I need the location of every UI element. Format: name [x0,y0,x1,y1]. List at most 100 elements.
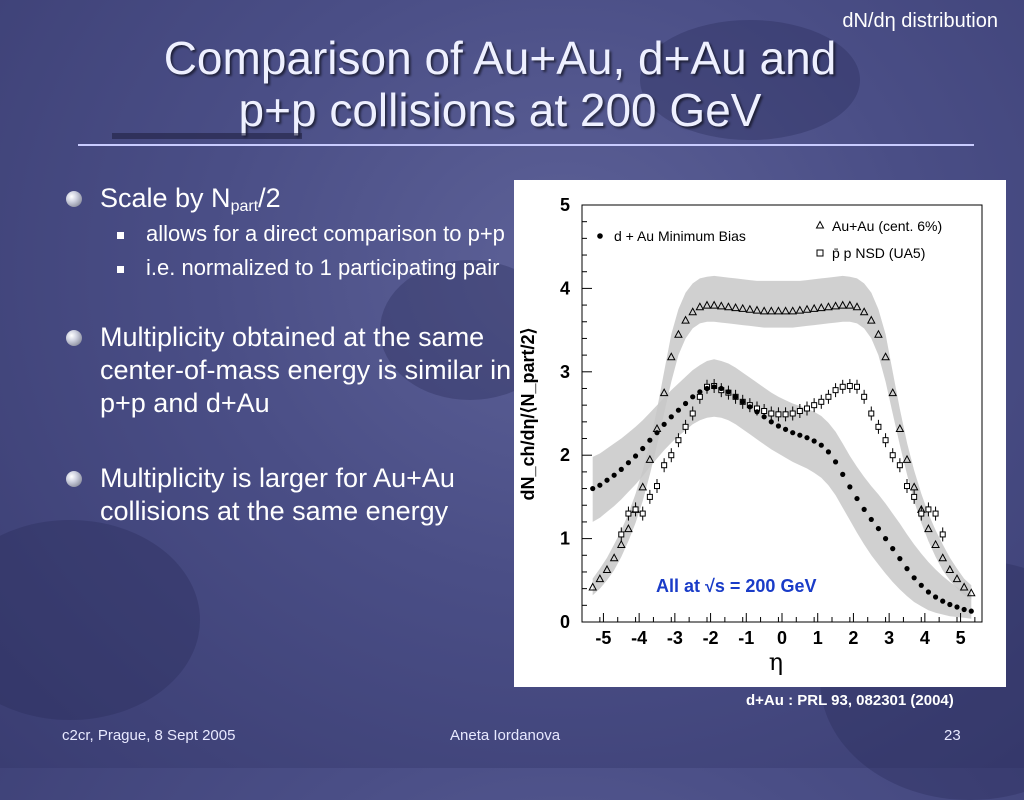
y-tick-label: 3 [560,362,570,382]
auau-point [595,574,605,583]
bullet-subscript: part [230,198,259,215]
dau-point [868,516,874,523]
pp-point [825,393,832,400]
dndeta-chart: -5 -4 -3 -2 -1 0 1 2 3 4 5 0 1 2 3 4 5 η dN_ch/dη/⟨N_part/… [518,195,983,676]
auau-point [752,305,762,314]
dau-point [661,421,667,427]
pp-point [861,393,868,400]
dau-point [711,384,717,390]
x-tick-label: 4 [920,628,930,648]
y-axis-label: dN_ch/dη/⟨N_part/2⟩ [518,327,538,500]
bullet-sphere-icon [66,191,82,207]
auau-point [681,315,690,324]
legend-square-icon [816,249,824,257]
legend-dau: d + Au Minimum Bias [614,228,746,244]
pp-point [925,506,932,513]
dau-point [897,556,903,562]
auau-point [774,306,783,315]
x-tick-label: -2 [703,628,719,648]
dau-point [761,414,767,420]
dau-point [668,414,674,420]
auau-point [788,306,798,315]
dau-point [740,399,746,405]
pp-point [668,452,675,459]
auau-point [852,302,862,311]
auau-point [624,524,633,533]
pp-point [918,510,925,517]
auau-point [602,564,612,573]
pp-point [646,493,653,500]
dau-point [968,608,974,614]
sub-bullet-1: allows for a direct comparison to p+p [62,221,512,247]
dau-point [625,460,632,466]
dau-point [690,394,696,400]
dau-point [904,566,910,572]
dau-point [682,400,689,407]
pp-point [639,510,646,517]
auau-point [838,300,848,309]
auau-point [888,388,898,397]
dau-point [647,437,653,443]
legend-pp: p̄ p NSD (UA5) [832,245,925,261]
reference: d+Au : PRL 93, 082301 (2004) [746,692,954,709]
pp-point [846,382,853,389]
dau-point [654,430,660,436]
chart-annotation: All at √s = 200 GeV [656,576,816,596]
dau-point [597,482,603,488]
auau-point [824,302,833,311]
x-tick-label: -3 [667,628,683,648]
auau-point [831,301,840,310]
x-tick-label: 5 [956,628,966,648]
auau-point [588,582,598,591]
legend-auau: Au+Au (cent. 6%) [832,218,942,234]
pp-point [625,510,632,517]
chart-panel: -5 -4 -3 -2 -1 0 1 2 3 4 5 0 1 2 3 4 5 η dN_ch/dη/⟨N_part/… [514,180,1006,687]
auau-point [781,306,790,315]
dau-point [782,426,789,432]
auau-point [659,388,669,397]
dau-point [640,445,646,452]
dau-point [861,506,867,513]
auau-point [938,553,948,562]
bullet-text: Multiplicity obtained at the same center… [100,322,512,418]
dau-point [775,423,782,429]
pp-point [868,410,875,417]
pp-point [932,510,939,517]
dau-point [890,546,896,552]
dau-point [818,442,824,448]
dau-point [947,601,953,608]
pp-point [768,410,775,417]
auau-point [809,303,819,312]
dau-point [590,485,596,492]
auau-point [959,582,969,591]
auau-point [874,329,883,338]
x-tick-label: -1 [738,628,754,648]
auau-point [766,306,776,315]
dau-point [618,466,624,472]
pp-point [889,452,896,459]
dau-point [918,582,924,588]
title-shadow-bar [112,133,302,139]
auau-point [845,300,855,309]
footer-left: c2cr, Prague, 8 Sept 2005 [62,727,236,744]
pp-point [854,383,860,390]
x-tick-label: 3 [884,628,894,648]
pp-point [675,437,682,444]
auau-point [795,305,805,314]
dau-point [697,389,703,395]
dau-point [704,385,710,392]
legend-dot-icon [597,233,603,239]
x-tick-label: 0 [777,628,787,648]
square-bullet-icon [117,232,124,239]
pp-point [839,383,846,390]
auau-point [881,352,890,361]
pp-point [775,411,782,418]
bullet-scale: Scale by Npart/2 [62,182,512,215]
bullet-text-suffix: /2 [258,183,281,213]
auau-point [616,539,626,548]
title-line-2: p+p collisions at 200 GeV [238,84,762,136]
auau-point [731,303,740,312]
y-tick-label: 1 [560,529,570,549]
dau-point [882,536,889,542]
bullet-text: Multiplicity is larger for Au+Au collisi… [100,463,455,526]
